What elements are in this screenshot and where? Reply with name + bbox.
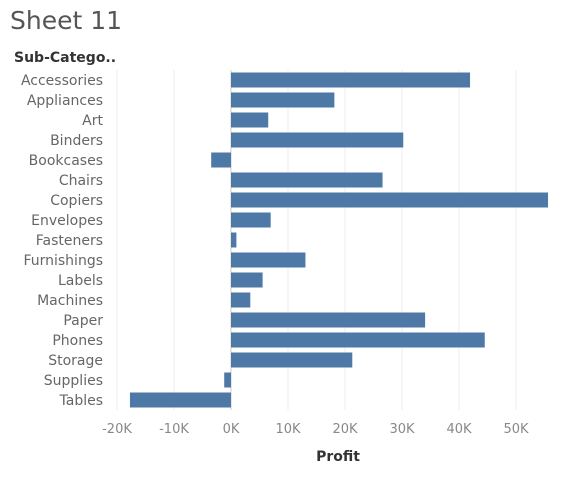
bar-accessories[interactable]	[231, 72, 471, 88]
x-axis-ticks: -20K -10K 0K 10K 20K 30K 40K 50K	[102, 422, 529, 437]
bar-phones[interactable]	[231, 332, 485, 348]
category-label[interactable]: Furnishings	[23, 253, 103, 269]
category-label[interactable]: Envelopes	[31, 213, 103, 229]
bar-envelopes[interactable]	[231, 212, 271, 228]
x-tick-label: 20K	[332, 422, 358, 437]
category-label[interactable]: Copiers	[50, 193, 103, 209]
category-label[interactable]: Phones	[52, 333, 103, 349]
category-label[interactable]: Chairs	[59, 173, 103, 189]
category-label[interactable]: Appliances	[27, 93, 103, 109]
bar-fasteners[interactable]	[231, 232, 237, 248]
category-label[interactable]: Storage	[48, 353, 103, 369]
category-label[interactable]: Art	[82, 113, 103, 129]
category-label[interactable]: Machines	[37, 293, 103, 309]
bars	[129, 72, 549, 408]
bar-furnishings[interactable]	[231, 252, 306, 268]
bar-chairs[interactable]	[231, 172, 383, 188]
x-tick-label: -10K	[159, 422, 189, 437]
x-tick-label: -20K	[102, 422, 132, 437]
x-tick-label: 30K	[389, 422, 415, 437]
x-tick-label: 0K	[223, 422, 240, 437]
bar-art[interactable]	[231, 112, 269, 128]
x-tick-label: 50K	[503, 422, 529, 437]
sheet-title: Sheet 11	[10, 6, 123, 35]
row-header-sub-category[interactable]: Sub-Catego..	[14, 50, 117, 66]
category-label[interactable]: Tables	[59, 393, 104, 409]
category-label[interactable]: Paper	[63, 313, 103, 329]
category-label[interactable]: Labels	[58, 273, 103, 289]
bar-binders[interactable]	[231, 132, 404, 148]
category-label[interactable]: Bookcases	[29, 153, 103, 169]
bar-tables[interactable]	[129, 392, 231, 408]
bar-bookcases[interactable]	[211, 152, 231, 168]
category-label[interactable]: Supplies	[44, 373, 103, 389]
category-label[interactable]: Accessories	[21, 73, 103, 89]
bar-supplies[interactable]	[224, 372, 231, 388]
category-labels: Accessories Appliances Art Binders Bookcases…	[21, 73, 104, 409]
category-label[interactable]: Fasteners	[36, 233, 103, 249]
x-tick-label: 40K	[446, 422, 472, 437]
bar-labels[interactable]	[231, 272, 263, 288]
bar-paper[interactable]	[231, 312, 426, 328]
bar-copiers[interactable]	[231, 192, 549, 208]
bar-appliances[interactable]	[231, 92, 335, 108]
x-axis-title: Profit	[316, 449, 360, 465]
x-tick-label: 10K	[275, 422, 301, 437]
bar-machines[interactable]	[231, 292, 251, 308]
category-label[interactable]: Binders	[50, 133, 103, 149]
bar-storage[interactable]	[231, 352, 353, 368]
